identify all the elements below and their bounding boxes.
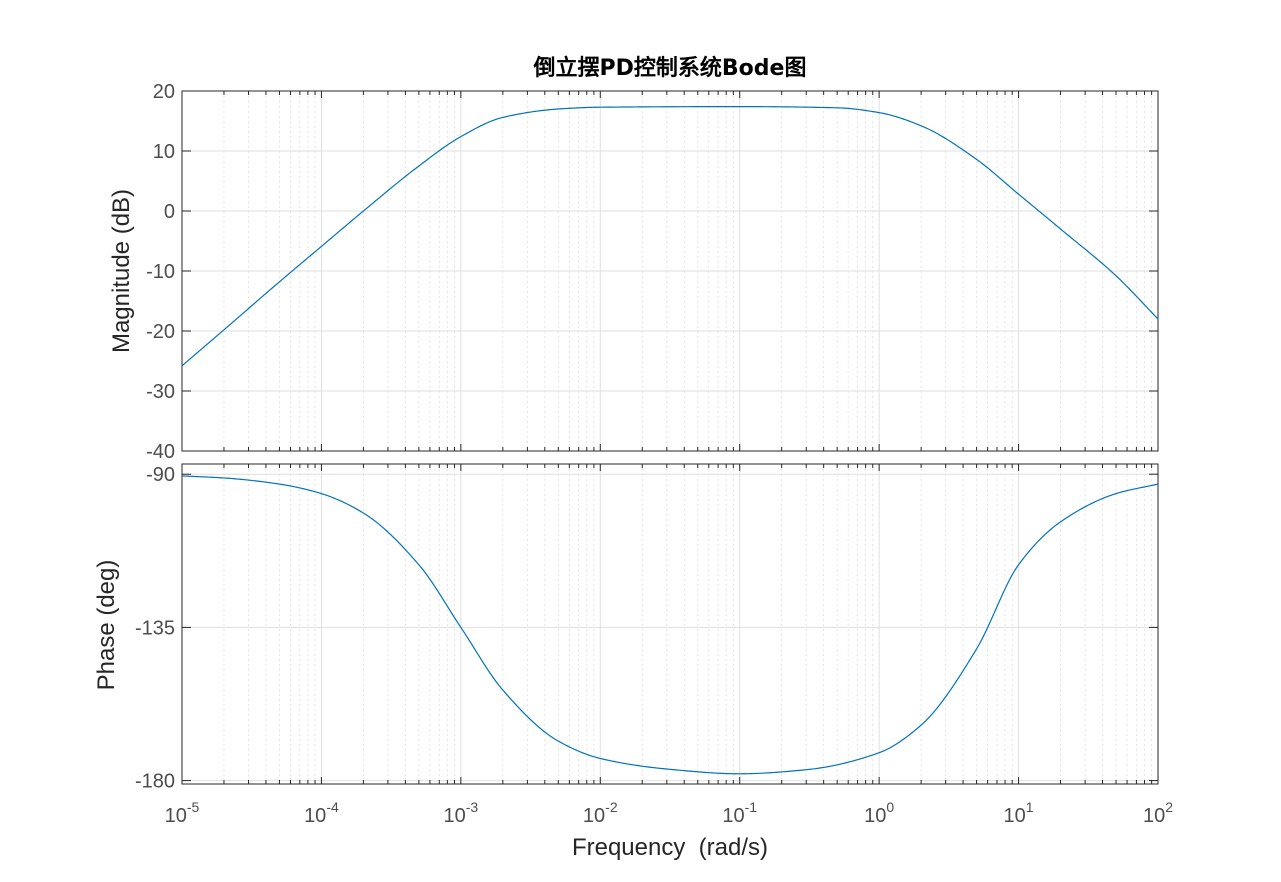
x-tick-label-exponent: -3 [466, 799, 479, 815]
y-tick-label: -30 [146, 381, 175, 403]
y-tick-label: -10 [146, 261, 175, 283]
x-tick-label-base: 10 [583, 805, 605, 827]
phase-y-tick-labels: -90 -135 -180 [135, 464, 175, 792]
x-tick-label: 10-4 [304, 799, 339, 827]
x-tick-label: 100 [864, 799, 894, 827]
x-tick-label-exponent: -1 [745, 799, 758, 815]
chart-title: 倒立摆PD控制系统Bode图 [533, 55, 807, 81]
x-axis-label: Frequency (rad/s) [572, 834, 768, 861]
y-tick-label: -90 [146, 464, 175, 486]
phase-series-line [181, 475, 1159, 775]
y-tick-label: -180 [135, 771, 175, 793]
y-tick-label: 20 [153, 81, 175, 103]
x-tick-label-base: 10 [304, 805, 326, 827]
x-tick-label-exponent: -5 [187, 799, 200, 815]
x-tick-label-base: 10 [722, 805, 744, 827]
x-tick-label: 10-3 [444, 799, 479, 827]
magnitude-y-axis-label: Magnitude (dB) [108, 189, 135, 353]
y-tick-label: -135 [135, 617, 175, 639]
frequency-tick-labels: 10-5 10-4 10-3 10-2 10-1 100 101 102 [165, 799, 1174, 827]
x-tick-label-base: 10 [444, 805, 466, 827]
y-tick-label: 10 [153, 141, 175, 163]
x-tick-label-base: 10 [1143, 805, 1165, 827]
phase-ticks [181, 464, 1158, 784]
x-tick-label-base: 10 [1004, 805, 1026, 827]
magnitude-ticks [181, 90, 1158, 452]
x-tick-label: 10-2 [583, 799, 618, 827]
x-tick-label-exponent: -2 [605, 799, 618, 815]
x-tick-label-exponent: -4 [326, 799, 339, 815]
x-tick-label: 10-1 [722, 799, 757, 827]
magnitude-y-tick-labels: 20 10 0 -10 -20 -30 -40 [146, 81, 175, 463]
y-tick-label: -40 [146, 441, 175, 463]
y-tick-label: -20 [146, 321, 175, 343]
x-tick-label: 102 [1143, 799, 1173, 827]
phase-axes-box [181, 463, 1159, 785]
phase-y-axis-label: Phase (deg) [93, 560, 120, 691]
y-tick-label: 0 [164, 201, 175, 223]
x-tick-label-exponent: 0 [886, 799, 894, 815]
x-tick-label-exponent: 1 [1026, 799, 1034, 815]
x-tick-label-base: 10 [864, 805, 886, 827]
x-tick-label: 10-5 [165, 799, 200, 827]
x-tick-label: 101 [1004, 799, 1034, 827]
magnitude-series-line [181, 106, 1159, 367]
x-tick-label-base: 10 [165, 805, 187, 827]
x-tick-label-exponent: 2 [1165, 799, 1173, 815]
